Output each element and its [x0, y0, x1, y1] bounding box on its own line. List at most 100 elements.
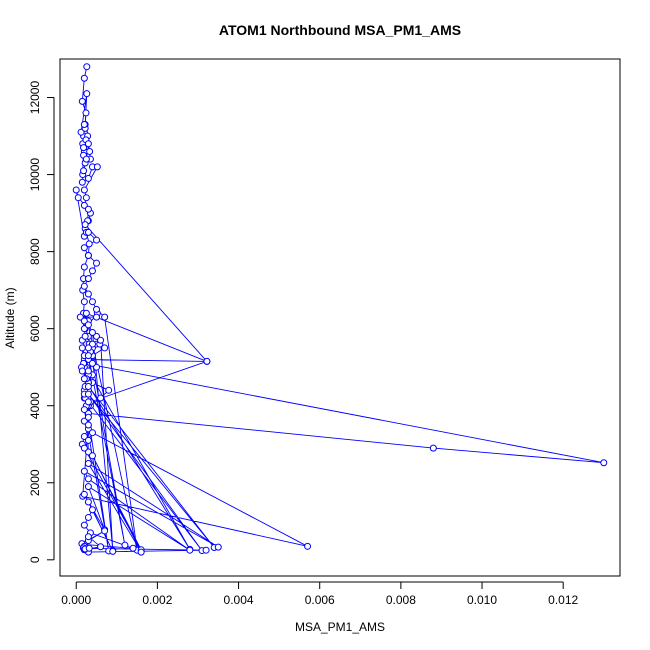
data-point [74, 194, 82, 202]
data-point [101, 313, 109, 321]
data-point [84, 205, 92, 213]
data-point [80, 120, 88, 128]
data-point [84, 251, 92, 259]
data-point [429, 444, 437, 452]
data-point [80, 74, 88, 82]
data-point [97, 336, 105, 344]
data-point [93, 305, 101, 313]
data-point [88, 429, 96, 437]
data-point [88, 267, 96, 275]
data-point [93, 259, 101, 267]
data-point [101, 344, 109, 352]
y-axis-label: Altitude (m) [3, 287, 17, 348]
y-tick-label: 8000 [28, 238, 42, 265]
data-point [80, 521, 88, 529]
data-point [80, 282, 88, 290]
data-point [80, 298, 88, 306]
x-tick-label: 0.002 [142, 593, 172, 607]
data-point [80, 375, 88, 383]
data-point [84, 228, 92, 236]
data-point [84, 275, 92, 283]
data-point [129, 544, 137, 552]
chart-title: ATOM1 Northbound MSA_PM1_AMS [219, 22, 461, 38]
data-point [81, 221, 89, 229]
x-tick-label: 0.006 [305, 593, 335, 607]
y-tick-label: 12000 [28, 81, 42, 115]
data-point [84, 321, 92, 329]
data-point [84, 436, 92, 444]
data-point [97, 394, 105, 402]
data-point [83, 63, 91, 71]
data-point [80, 186, 88, 194]
data-point [84, 174, 92, 182]
data-point [84, 382, 92, 390]
data-point [78, 367, 86, 375]
data-point [86, 147, 94, 155]
data-point [80, 406, 88, 414]
data-point [85, 544, 93, 552]
data-point [82, 309, 90, 317]
data-point [202, 546, 210, 554]
data-point [93, 313, 101, 321]
data-point [84, 352, 92, 360]
data-point [88, 506, 96, 514]
data-point [600, 459, 608, 467]
data-point [84, 483, 92, 491]
data-point [88, 359, 96, 367]
y-axis: 0 2000 4000 6000 8000 10000 12000 [28, 81, 55, 563]
data-point [78, 344, 86, 352]
data-point [101, 527, 109, 535]
data-point [84, 533, 92, 541]
data-point [80, 263, 88, 271]
x-tick-label: 0.010 [467, 593, 497, 607]
data-point [80, 490, 88, 498]
data-point [84, 390, 92, 398]
data-point [84, 367, 92, 375]
y-tick-label: 0 [28, 556, 42, 563]
data-point [84, 344, 92, 352]
data-point [82, 155, 90, 163]
data-point [304, 542, 312, 550]
x-axis-label: MSA_PM1_AMS [295, 620, 385, 634]
data-point [84, 413, 92, 421]
data-point [80, 244, 88, 252]
data-point [88, 329, 96, 337]
x-tick-label: 0.004 [224, 593, 254, 607]
data-point [82, 194, 90, 202]
data-point [85, 240, 93, 248]
data-point [97, 543, 105, 551]
data-point [72, 186, 80, 194]
data-point [84, 513, 92, 521]
data-point [186, 546, 194, 554]
data-point [82, 109, 90, 117]
x-tick-label: 0.012 [548, 593, 578, 607]
data-point [88, 298, 96, 306]
x-tick-label: 0.000 [61, 593, 91, 607]
data-point [93, 236, 101, 244]
data-point [88, 452, 96, 460]
data-point [80, 144, 88, 152]
data-point [83, 90, 91, 98]
data-point [93, 163, 101, 171]
data-point [109, 547, 117, 555]
data-point [80, 167, 88, 175]
y-tick-label: 4000 [28, 392, 42, 419]
plot-frame [59, 58, 621, 577]
data-point [84, 140, 92, 148]
data-point [214, 543, 222, 551]
y-tick-label: 10000 [28, 158, 42, 192]
data-point [84, 475, 92, 483]
data-point [80, 444, 88, 452]
data-point [84, 498, 92, 506]
data-point [84, 290, 92, 298]
data-point [81, 332, 89, 340]
data-point [105, 386, 113, 394]
series-layer [72, 63, 608, 556]
data-point [84, 460, 92, 468]
data-point [78, 97, 86, 105]
data-point [84, 421, 92, 429]
data-point [203, 357, 211, 365]
data-point [84, 398, 92, 406]
